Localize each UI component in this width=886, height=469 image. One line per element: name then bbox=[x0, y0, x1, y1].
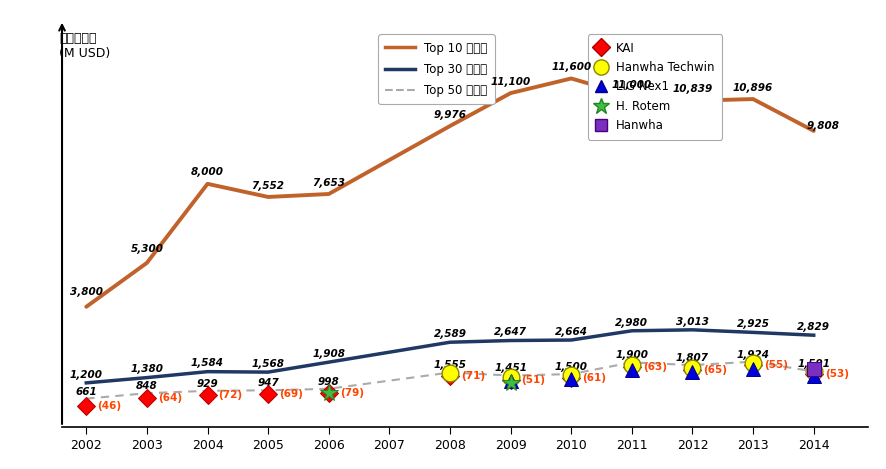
Text: 1,591: 1,591 bbox=[797, 359, 830, 370]
Text: (72): (72) bbox=[219, 390, 243, 400]
Text: 1,568: 1,568 bbox=[252, 359, 284, 369]
Text: 2,829: 2,829 bbox=[797, 322, 830, 332]
Text: 1,900: 1,900 bbox=[616, 350, 649, 360]
Text: 11,600: 11,600 bbox=[551, 62, 591, 72]
Text: 848: 848 bbox=[136, 381, 158, 391]
Text: (63): (63) bbox=[642, 363, 667, 372]
Text: 11,000: 11,000 bbox=[611, 80, 652, 90]
Text: 947: 947 bbox=[257, 378, 279, 388]
Text: 2,647: 2,647 bbox=[494, 327, 527, 337]
Text: (79): (79) bbox=[339, 388, 363, 398]
Text: 2,589: 2,589 bbox=[433, 329, 467, 339]
Text: (51): (51) bbox=[522, 375, 546, 385]
Text: 1,908: 1,908 bbox=[312, 349, 346, 359]
Text: 10,839: 10,839 bbox=[672, 84, 712, 94]
Text: 2,980: 2,980 bbox=[616, 318, 649, 327]
Text: 7,653: 7,653 bbox=[312, 178, 346, 188]
Text: 11,100: 11,100 bbox=[491, 76, 531, 87]
Text: (65): (65) bbox=[703, 365, 727, 375]
Text: 2,925: 2,925 bbox=[736, 319, 770, 329]
Text: 1,924: 1,924 bbox=[736, 350, 770, 360]
Text: 7,552: 7,552 bbox=[252, 181, 284, 190]
Text: (64): (64) bbox=[158, 393, 182, 403]
Text: 1,807: 1,807 bbox=[676, 353, 709, 363]
Text: 3,013: 3,013 bbox=[676, 317, 709, 326]
Text: 998: 998 bbox=[318, 377, 339, 387]
Text: 661: 661 bbox=[75, 386, 97, 397]
Text: 10,896: 10,896 bbox=[733, 83, 773, 93]
Text: 1,451: 1,451 bbox=[494, 363, 527, 373]
Text: 5,300: 5,300 bbox=[130, 243, 163, 254]
Text: 1,555: 1,555 bbox=[433, 361, 467, 371]
Text: 1,200: 1,200 bbox=[70, 370, 103, 380]
Legend: KAI, Hanwha Techwin, LIG Nex1, H. Rotem, Hanwha: KAI, Hanwha Techwin, LIG Nex1, H. Rotem,… bbox=[588, 34, 722, 140]
Text: 8,000: 8,000 bbox=[191, 167, 224, 177]
Text: (61): (61) bbox=[582, 372, 606, 383]
Text: 1,380: 1,380 bbox=[130, 364, 163, 374]
Text: 9,976: 9,976 bbox=[433, 110, 467, 120]
Text: 국방매출액
(M USD): 국방매출액 (M USD) bbox=[59, 31, 110, 60]
Text: (46): (46) bbox=[97, 401, 121, 411]
Text: (71): (71) bbox=[461, 371, 485, 381]
Text: 3,800: 3,800 bbox=[70, 287, 103, 297]
Text: 9,808: 9,808 bbox=[806, 121, 839, 131]
Text: 1,584: 1,584 bbox=[191, 358, 224, 369]
Text: (53): (53) bbox=[825, 369, 849, 378]
Text: 2,664: 2,664 bbox=[555, 327, 587, 337]
Text: (55): (55) bbox=[764, 360, 788, 370]
Text: (69): (69) bbox=[279, 389, 303, 399]
Text: 929: 929 bbox=[197, 379, 218, 389]
Text: 1,500: 1,500 bbox=[555, 362, 587, 372]
